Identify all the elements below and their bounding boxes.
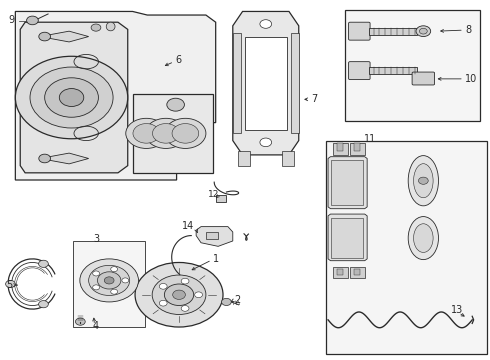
Circle shape [172,123,199,143]
Polygon shape [328,157,367,209]
Bar [331,160,363,205]
Circle shape [172,290,185,300]
Text: 14: 14 [182,221,195,230]
Text: 3: 3 [93,234,99,244]
Circle shape [15,56,128,139]
Bar [368,67,417,74]
Circle shape [104,277,114,284]
Circle shape [39,260,49,267]
Bar [291,33,299,134]
Circle shape [135,262,223,327]
Circle shape [39,301,49,308]
Circle shape [260,138,271,147]
Circle shape [26,16,38,25]
Ellipse shape [419,28,427,34]
Circle shape [195,292,202,298]
Polygon shape [233,12,299,155]
Bar [337,143,343,150]
Text: 2: 2 [234,295,241,305]
Circle shape [91,24,101,31]
Circle shape [45,78,98,117]
Text: 11: 11 [364,134,376,144]
Bar [206,232,218,239]
Text: 6: 6 [175,55,182,65]
Circle shape [89,265,130,296]
Circle shape [39,32,50,41]
Circle shape [59,89,84,107]
Polygon shape [20,22,128,173]
Circle shape [146,118,186,148]
Circle shape [126,118,167,148]
Circle shape [165,118,206,148]
FancyBboxPatch shape [412,72,435,85]
Bar [350,267,365,278]
Circle shape [133,123,160,143]
Polygon shape [15,12,216,180]
Text: 12: 12 [208,190,219,199]
Bar [282,151,294,166]
Circle shape [30,67,113,128]
Circle shape [152,123,179,143]
Ellipse shape [416,26,431,37]
Circle shape [122,278,129,283]
Text: 10: 10 [465,74,477,84]
Bar [133,94,213,173]
FancyBboxPatch shape [348,62,370,80]
Ellipse shape [106,22,115,31]
Bar [233,33,241,134]
Bar [333,267,347,278]
Ellipse shape [414,164,433,198]
Polygon shape [40,153,89,164]
Bar [73,241,146,327]
Text: 4: 4 [93,321,99,331]
Circle shape [39,154,50,163]
Circle shape [93,271,99,276]
Circle shape [181,278,189,284]
Circle shape [80,259,139,302]
Text: 5: 5 [7,280,13,290]
Bar [326,140,487,354]
Circle shape [181,306,189,311]
FancyBboxPatch shape [348,22,370,40]
Bar [238,151,250,166]
Bar [331,218,363,258]
Circle shape [159,300,167,306]
Bar [368,28,417,35]
Circle shape [260,20,271,28]
Circle shape [164,284,194,306]
Bar [216,195,226,202]
Ellipse shape [414,224,433,252]
Bar [333,143,347,155]
Circle shape [5,280,15,288]
Polygon shape [40,31,89,42]
Ellipse shape [408,156,439,206]
Bar [350,143,365,155]
Polygon shape [196,226,233,246]
Bar [354,143,360,150]
Text: 9: 9 [8,15,14,26]
Bar [354,269,360,275]
Text: 7: 7 [311,94,317,104]
Circle shape [167,98,184,111]
Text: 8: 8 [465,25,471,35]
Text: 1: 1 [213,254,220,264]
Bar [337,269,343,275]
Circle shape [221,298,231,306]
Polygon shape [245,37,287,130]
Circle shape [111,289,118,294]
Circle shape [418,177,428,184]
Circle shape [152,275,206,315]
Circle shape [93,285,99,290]
Text: 13: 13 [451,305,464,315]
Circle shape [98,272,121,289]
Circle shape [159,283,167,289]
Bar [345,10,480,121]
Circle shape [75,318,85,325]
Circle shape [111,267,118,272]
Polygon shape [328,214,367,261]
Ellipse shape [408,217,439,260]
